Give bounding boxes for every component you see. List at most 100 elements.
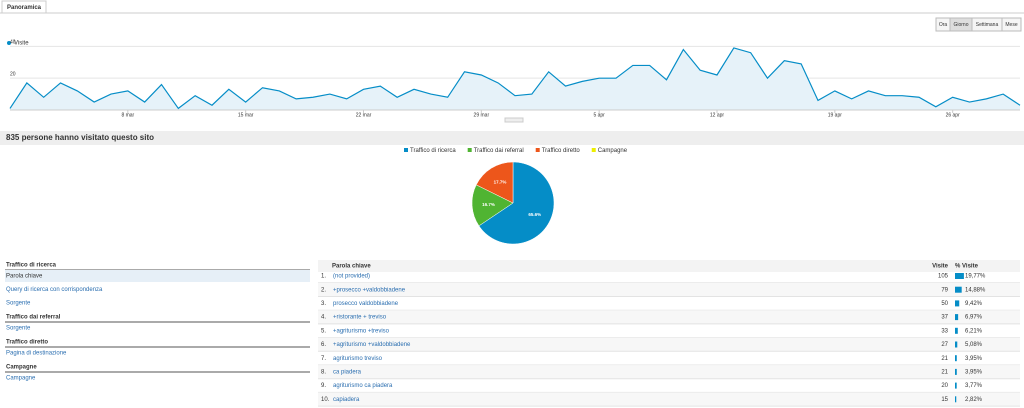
period-button-label[interactable]: Ora: [939, 22, 948, 28]
row-bg: [318, 282, 1020, 297]
nav-item[interactable]: Campagne: [6, 376, 36, 382]
pct-bar: [955, 355, 957, 362]
nav-item[interactable]: Query di ricerca con corrispondenza: [6, 287, 103, 293]
row-rank: 9.: [321, 383, 326, 389]
row-visits: 21: [941, 356, 948, 362]
row-pct: 6,97%: [965, 315, 983, 321]
tab[interactable]: [1, 0, 47, 14]
pie-slice: [478, 161, 555, 245]
period-button-label[interactable]: Mese: [1005, 22, 1017, 28]
row-rank: 5.: [321, 328, 326, 334]
row-rank: 6.: [321, 342, 326, 348]
row-rank: 3.: [321, 301, 326, 307]
pct-bar: [955, 341, 958, 348]
row-keyword[interactable]: agriturismo ca piadera: [333, 383, 393, 389]
nav-section-title: Traffico di ricerca: [6, 263, 57, 269]
row-bg: [318, 365, 1020, 379]
row-keyword[interactable]: (not provided): [333, 274, 370, 280]
row-bg: [318, 310, 1020, 324]
pie-slice: [475, 161, 514, 204]
row-pct: 3,95%: [965, 369, 983, 375]
row-rank: 7.: [321, 356, 326, 362]
pie-legend-swatch: [591, 148, 596, 152]
nav-item[interactable]: Sorgente: [6, 301, 31, 307]
row-pct: 14,88%: [965, 287, 986, 293]
pie-legend-swatch: [404, 148, 408, 152]
row-rank: 4.: [321, 315, 326, 321]
row-pct: 2,82%: [965, 397, 983, 403]
period-button-label[interactable]: Giorno: [953, 22, 968, 28]
summary: 835 persone hanno visitato questo sito: [6, 133, 154, 142]
row-bg: [318, 337, 1020, 352]
nav-section-title: Campagne: [6, 365, 37, 371]
tab-label[interactable]: Panoramica: [7, 5, 42, 11]
pie-legend-label: Traffico di ricerca: [410, 148, 456, 154]
row-keyword[interactable]: prosecco valdobbiadene: [333, 301, 399, 307]
row-visits: 105: [938, 274, 949, 280]
table-header: Visite: [932, 264, 949, 270]
row-rank: 10.: [321, 397, 330, 403]
row-visits: 15: [941, 397, 948, 403]
row-visits: 37: [941, 315, 948, 321]
period-button-label[interactable]: Settimana: [976, 22, 999, 28]
x-tick-label: 8 mar: [121, 112, 134, 118]
period-button[interactable]: [1001, 17, 1022, 32]
row-pct: 6,21%: [965, 328, 983, 334]
row-visits: 33: [941, 328, 948, 334]
pct-bar: [955, 327, 958, 334]
nav-selected: [5, 270, 310, 282]
pie-legend-label: Campagne: [598, 148, 628, 154]
nav-section-title: Traffico diretto: [6, 340, 48, 346]
y-tick-label: 20: [10, 72, 16, 78]
legend-marker: [7, 41, 11, 45]
row-rank: 8.: [321, 369, 326, 375]
row-rank: 1.: [321, 274, 326, 280]
row-keyword[interactable]: +ristorante + treviso: [333, 315, 387, 321]
pie-legend-swatch: [535, 148, 540, 152]
row-keyword[interactable]: +agriturismo +treviso: [333, 328, 390, 334]
x-tick-label: 19 apr: [828, 112, 843, 118]
pie-label: 16.7%: [482, 202, 495, 207]
pie-legend-label: Traffico diretto: [542, 148, 581, 154]
pct-bar: [955, 382, 957, 389]
row-bg: [318, 392, 1020, 407]
row-visits: 21: [941, 369, 948, 375]
pct-bar: [955, 273, 964, 279]
row-visits: 79: [941, 287, 948, 293]
row-keyword[interactable]: capiadera: [333, 397, 360, 403]
row-pct: 3,95%: [965, 356, 983, 362]
pie-slice: [471, 184, 514, 227]
pie-legend-label: Traffico dai referral: [474, 148, 524, 154]
pie-label: 65.6%: [528, 212, 541, 217]
line: [9, 47, 1021, 110]
pct-bar: [955, 300, 960, 307]
row-keyword[interactable]: +prosecco +valdobbiadene: [333, 287, 406, 293]
scroll-handle[interactable]: [504, 117, 524, 123]
x-tick-label: 15 mar: [238, 112, 254, 118]
x-tick-label: 29 mar: [474, 112, 490, 118]
pie-label: 17.7%: [494, 179, 507, 184]
row-visits: 27: [941, 342, 948, 348]
legend-label: Visite: [14, 41, 29, 47]
nav-item[interactable]: Sorgente: [6, 326, 31, 332]
pct-bar: [955, 314, 959, 321]
nav-item[interactable]: Parola chiave: [6, 274, 43, 280]
nav-section-title: Traffico dai referral: [6, 315, 61, 321]
row-pct: 9,42%: [965, 301, 983, 307]
summary-bar: [0, 131, 1024, 145]
row-pct: 5,08%: [965, 342, 983, 348]
row-keyword[interactable]: +agriturismo +valdobbiadene: [333, 342, 411, 348]
pct-bar: [955, 368, 957, 375]
x-tick-label: 22 mar: [356, 112, 372, 118]
row-keyword[interactable]: ca piadera: [333, 369, 362, 375]
row-pct: 3,77%: [965, 383, 983, 389]
pie-legend-swatch: [467, 148, 472, 152]
row-keyword[interactable]: agriturismo treviso: [333, 356, 383, 362]
x-tick-label: 5 apr: [593, 112, 605, 118]
nav-item[interactable]: Pagina di destinazione: [6, 351, 67, 357]
row-rank: 2.: [321, 287, 326, 293]
pct-bar: [955, 396, 957, 403]
x-tick-label: 26 apr: [946, 112, 961, 118]
